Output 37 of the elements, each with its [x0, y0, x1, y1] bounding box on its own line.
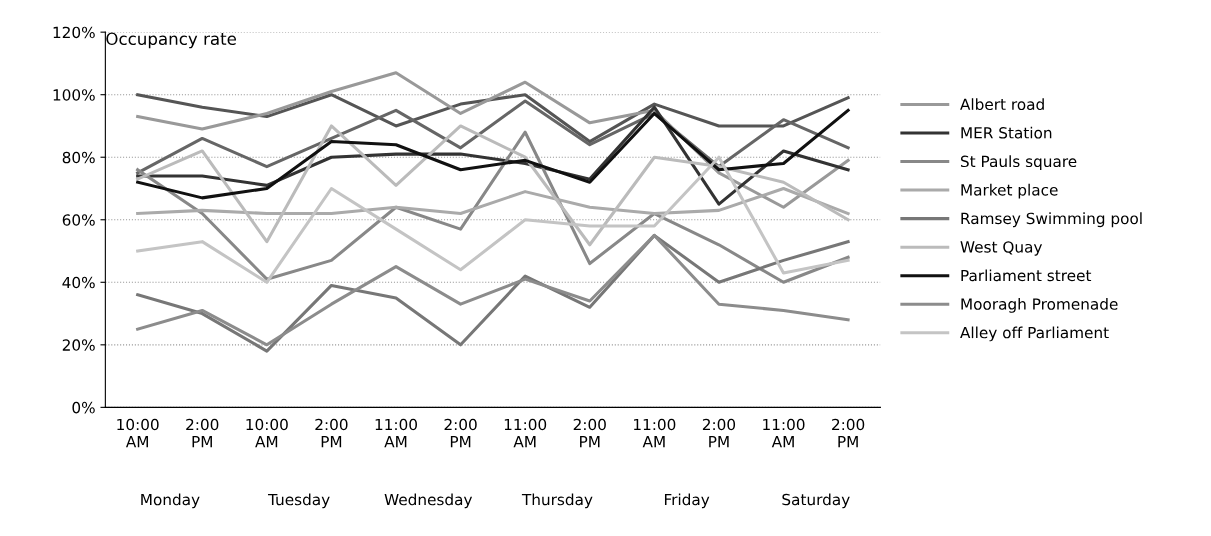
text: Tuesday [267, 493, 330, 509]
legend-label: Market place [961, 183, 1058, 199]
legend-label: MER Station [961, 126, 1052, 139]
text: Friday [664, 493, 710, 509]
legend-label: Alley off Parliament [960, 326, 1109, 342]
x-tick-label: 11:00 AM [763, 418, 805, 448]
y-tick-label: 40% [62, 276, 95, 289]
x-tick-label: 2:00 PM [573, 418, 606, 448]
x-tick-label: 2:00 PM [832, 418, 865, 448]
text: Thursday [521, 493, 593, 509]
legend-label: Mooragh Promenade [961, 297, 1118, 313]
legend-label: St Pauls square [960, 155, 1077, 171]
legend-label: Albert road [960, 98, 1044, 111]
x-tick-label: 2:00 PM [315, 418, 348, 448]
text: Wednesday [384, 493, 473, 509]
text: Saturday [782, 493, 850, 509]
text: Monday [141, 493, 200, 509]
y-tick-label: 60% [62, 214, 95, 226]
legend-label: West Quay [960, 241, 1043, 256]
x-tick-label: 2:00 PM [186, 418, 219, 448]
y-tick-label: 80% [62, 151, 95, 164]
legend-label: Ramsey Swimming pool [961, 212, 1142, 228]
y-tick-label: 0% [72, 401, 95, 414]
y-tick-label: 20% [62, 339, 95, 351]
x-tick-label: 11:00 AM [504, 418, 547, 448]
x-tick-label: 2:00 PM [702, 418, 736, 448]
x-tick-label: 10:00 AM [246, 418, 288, 448]
line-series [136, 93, 850, 144]
y-tick-label: 100% [53, 89, 95, 101]
x-tick-label: 11:00 AM [634, 418, 676, 448]
x-tick-label: 10:00 AM [117, 418, 159, 448]
y-axis-title: Occupancy rate [106, 32, 237, 49]
line-series [136, 186, 850, 216]
legend-label: Parliament street [961, 269, 1092, 282]
x-tick-label: 11:00 AM [375, 418, 417, 448]
y-tick-label: 120% [53, 26, 95, 39]
x-tick-label: 2:00 PM [444, 418, 477, 448]
